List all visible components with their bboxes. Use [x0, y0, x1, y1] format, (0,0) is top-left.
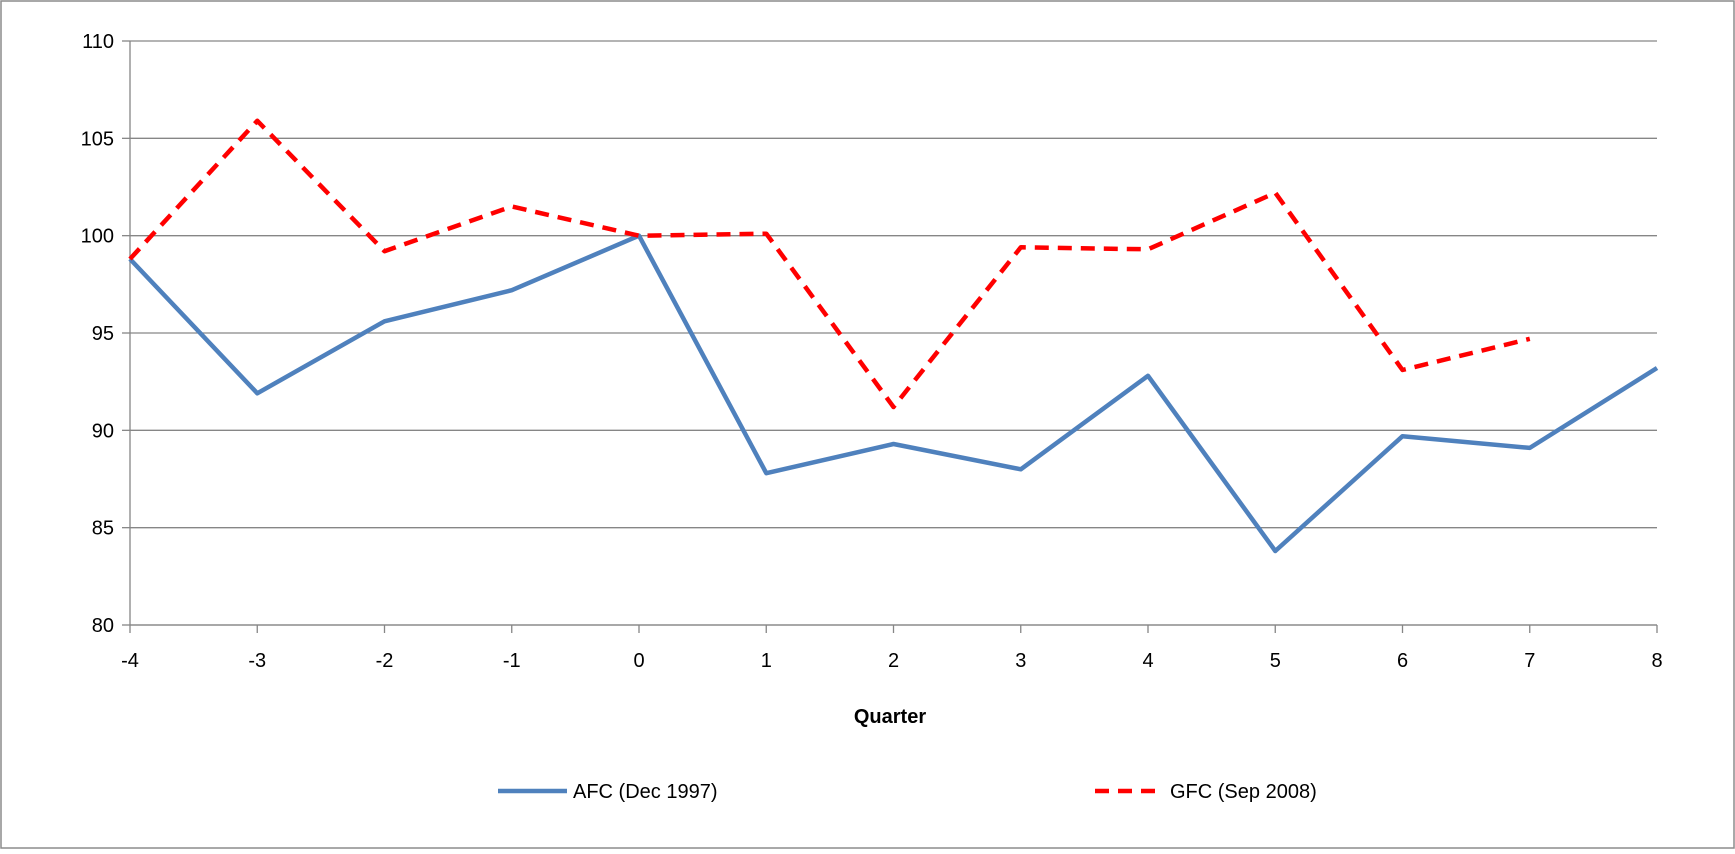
axes: 80 85 90 95 100 105 110 -4 -3 -2 -1 0 1 2 3 4 5 6 7 8 — [81, 31, 1663, 672]
series-lines — [128, 118, 1659, 554]
x-tick-label: 3 — [1015, 650, 1026, 672]
y-tick-label: 100 — [81, 226, 114, 248]
x-tick-label: 4 — [1142, 650, 1153, 672]
y-tick-label: 85 — [92, 518, 114, 540]
legend-label-0: AFC (Dec 1997) — [573, 781, 718, 803]
y-tick-label: 95 — [92, 323, 114, 345]
x-tick-label: 0 — [633, 650, 644, 672]
x-tick-label: 7 — [1524, 650, 1535, 672]
x-tick-label: 2 — [888, 650, 899, 672]
x-tick-label: -1 — [503, 650, 521, 672]
y-tick-label: 105 — [81, 128, 114, 150]
x-tick-label: -2 — [376, 650, 394, 672]
y-tick-label: 110 — [82, 31, 114, 53]
legend-label-1: GFC (Sep 2008) — [1170, 781, 1317, 803]
x-tick-label: 8 — [1651, 650, 1662, 672]
series-line-1 — [128, 118, 1531, 410]
series-line-0 — [128, 233, 1659, 554]
x-tick-label: -4 — [121, 650, 139, 672]
y-tick-label: 80 — [92, 615, 114, 637]
legend: AFC (Dec 1997) GFC (Sep 2008) — [498, 781, 1317, 803]
x-axis-label: Quarter — [854, 706, 926, 728]
x-tick-label: 5 — [1270, 650, 1281, 672]
x-tick-label: -3 — [248, 650, 266, 672]
x-tick-label: 1 — [761, 650, 772, 672]
x-tick-label: 6 — [1397, 650, 1408, 672]
y-tick-label: 90 — [92, 420, 114, 442]
